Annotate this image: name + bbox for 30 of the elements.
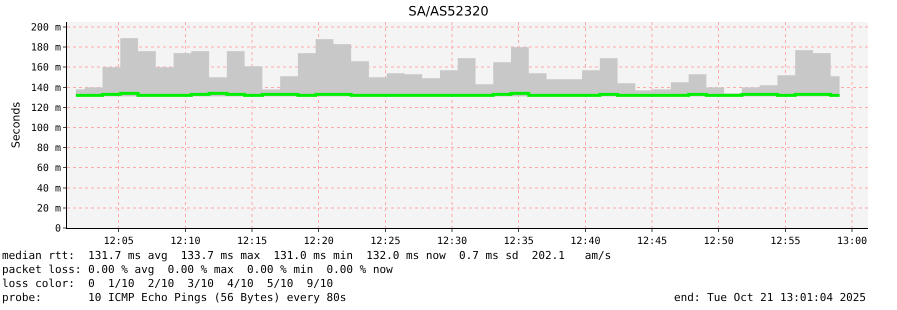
text: end: Tue Oct 21 13:01:04 2025 (674, 291, 866, 304)
y-tick-label: 200 m (30, 22, 61, 34)
y-tick-label: 160 m (30, 62, 61, 74)
text: loss color: 0 1/10 2/10 3/10 4/10 5/10 9/10 (2, 277, 334, 290)
x-tick-label: 12:35 (504, 236, 534, 247)
x-tick-label: 12:55 (770, 236, 800, 247)
x-tick-label: 13:00 (837, 236, 868, 247)
x-tick-label: 12:50 (704, 236, 734, 247)
x-tick-label: 12:25 (370, 236, 400, 247)
x-tick-label: 12:10 (170, 236, 200, 247)
y-tick-label: 0 (54, 224, 61, 234)
y-axis-title: Seconds (10, 102, 23, 148)
x-tick-label: 12:15 (236, 236, 268, 247)
x-tick-label: 12:20 (304, 236, 334, 247)
y-tick-label: 180 m (30, 42, 61, 54)
x-tick-label: 12:45 (637, 236, 668, 247)
y-tick-label: 20 m (36, 203, 61, 214)
x-tick-label: 12:05 (104, 236, 134, 247)
y-tick-label: 100 m (30, 123, 61, 134)
chart-title: SA/AS52320 (408, 4, 489, 20)
y-tick-label: 60 m (36, 163, 61, 174)
y-tick-label: 40 m (36, 183, 61, 194)
text: packet loss: 0.00 % avg 0.00 % max 0.00 % min 0.00 % now (2, 263, 394, 276)
text: probe: 10 ICMP Echo Pings (56 Bytes) every 80s (2, 291, 346, 304)
x-tick-label: 12:30 (437, 236, 468, 247)
y-tick-label: 80 m (36, 143, 61, 154)
text: median rtt: 131.7 ms avg 133.7 ms max 131.0 ms min 132.0 ms now 0.7 ms sd 202.1 am/s (2, 249, 612, 262)
y-tick-label: 120 m (30, 102, 61, 114)
y-tick-label: 140 m (30, 82, 61, 94)
x-tick-label: 12:40 (570, 236, 600, 247)
